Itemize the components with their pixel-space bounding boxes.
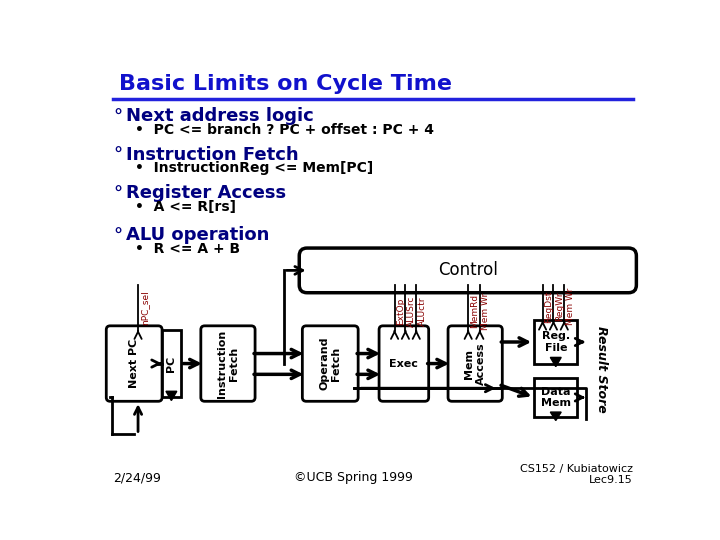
- Text: ©UCB Spring 1999: ©UCB Spring 1999: [294, 471, 413, 484]
- Text: Instruction
Fetch: Instruction Fetch: [217, 329, 239, 397]
- Text: °: °: [113, 228, 122, 246]
- Text: ALUctr: ALUctr: [418, 296, 427, 326]
- Text: Basic Limits on Cycle Time: Basic Limits on Cycle Time: [120, 74, 452, 94]
- Polygon shape: [550, 357, 561, 367]
- Text: 2/24/99: 2/24/99: [113, 471, 161, 484]
- Text: Exec: Exec: [390, 359, 418, 369]
- Text: °: °: [113, 109, 122, 127]
- FancyBboxPatch shape: [107, 326, 162, 401]
- Text: RegDst: RegDst: [544, 291, 553, 323]
- Text: Control: Control: [438, 261, 498, 279]
- Text: Next address logic: Next address logic: [126, 107, 313, 125]
- FancyBboxPatch shape: [201, 326, 255, 401]
- Text: PC: PC: [166, 355, 176, 372]
- Text: nPC_sel: nPC_sel: [140, 290, 149, 325]
- Text: ALU operation: ALU operation: [126, 226, 269, 245]
- Text: ALUSrc: ALUSrc: [407, 295, 416, 327]
- Text: Mem
Access: Mem Access: [464, 342, 486, 385]
- Text: Operand
Fetch: Operand Fetch: [320, 337, 341, 390]
- Text: Mem Wr: Mem Wr: [566, 288, 575, 325]
- Text: °: °: [113, 147, 122, 165]
- Text: Register Access: Register Access: [126, 184, 286, 202]
- FancyBboxPatch shape: [162, 330, 181, 397]
- Text: CS152 / Kubiatowicz
Lec9.15: CS152 / Kubiatowicz Lec9.15: [520, 464, 632, 485]
- Text: •  PC <= branch ? PC + offset : PC + 4: • PC <= branch ? PC + offset : PC + 4: [135, 123, 434, 137]
- FancyBboxPatch shape: [534, 378, 577, 417]
- Text: Result Store: Result Store: [595, 326, 608, 413]
- Text: RegWr: RegWr: [555, 292, 564, 321]
- Text: ExtOp: ExtOp: [396, 298, 405, 325]
- Text: •  A <= R[rs]: • A <= R[rs]: [135, 200, 236, 213]
- FancyBboxPatch shape: [302, 326, 358, 401]
- Polygon shape: [166, 392, 177, 401]
- Text: Instruction Fetch: Instruction Fetch: [126, 146, 298, 164]
- FancyBboxPatch shape: [300, 248, 636, 293]
- FancyBboxPatch shape: [534, 320, 577, 363]
- Text: Reg.
File: Reg. File: [541, 331, 570, 353]
- FancyBboxPatch shape: [448, 326, 503, 401]
- Text: °: °: [113, 186, 122, 204]
- Text: MemRd: MemRd: [469, 294, 479, 328]
- Text: Next PC: Next PC: [129, 339, 139, 388]
- Text: Data
Mem: Data Mem: [541, 387, 571, 408]
- Text: •  InstructionReg <= Mem[PC]: • InstructionReg <= Mem[PC]: [135, 161, 373, 175]
- Polygon shape: [550, 412, 561, 421]
- Text: •  R <= A + B: • R <= A + B: [135, 242, 240, 256]
- FancyBboxPatch shape: [379, 326, 428, 401]
- Text: Mem Wr: Mem Wr: [482, 293, 490, 330]
